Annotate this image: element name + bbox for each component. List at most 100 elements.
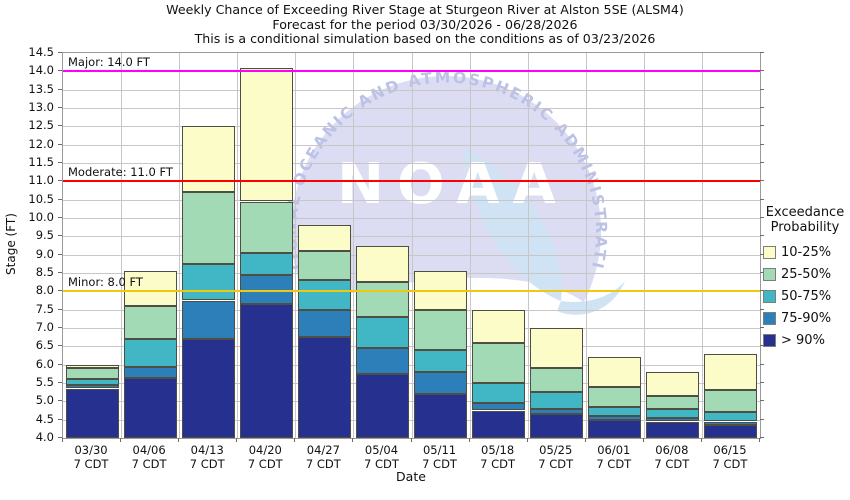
- threshold-label-major: Major: 14.0 FT: [68, 55, 150, 70]
- y-tick-label-5.0: 5.0: [35, 393, 54, 408]
- y-tick-right: [760, 180, 764, 182]
- bar-segment-04-06-90: [123, 377, 177, 438]
- y-tick-left: [58, 70, 62, 72]
- x-tick-label-time-04-13: 7 CDT: [189, 457, 225, 471]
- y-tick-left: [58, 327, 62, 328]
- y-tick-right: [760, 88, 764, 90]
- legend-swatch-90: [763, 333, 776, 347]
- x-tick-label-time-04-27: 7 CDT: [305, 457, 341, 471]
- bar-segment-05-11-50-75: [414, 350, 468, 372]
- bar-segment-06-08-75-90: [646, 417, 700, 422]
- bar-segment-05-04-90: [355, 373, 409, 438]
- v-gridline-7: [469, 53, 471, 438]
- y-tick-label-10.0: 10.0: [28, 210, 54, 224]
- x-tick: [62, 438, 63, 442]
- x-tick: [120, 438, 122, 442]
- y-tick-left: [58, 235, 62, 237]
- y-tick-label-5.5: 5.5: [35, 375, 54, 389]
- bar-segment-05-04-25-50: [355, 282, 409, 317]
- y-tick-right: [760, 418, 764, 420]
- y-tick-right: [760, 125, 764, 127]
- bar-segment-04-20-25-50: [239, 201, 293, 253]
- bar-segment-04-06-75-90: [123, 366, 177, 378]
- y-tick-left: [58, 290, 62, 292]
- y-tick-left: [58, 363, 62, 365]
- noaa-seagull-icon: [463, 148, 562, 301]
- threshold-line-minor: [63, 290, 760, 293]
- bar-segment-06-15-75-90: [704, 421, 758, 426]
- title-block: Weekly Chance of Exceeding River Stage a…: [0, 2, 850, 47]
- bar-segment-04-20-90: [239, 304, 293, 438]
- y-tick-left: [58, 125, 62, 127]
- y-tick-label-9.5: 9.5: [35, 228, 54, 243]
- y-tick-left: [58, 107, 62, 108]
- bar-segment-06-15-90: [704, 425, 758, 438]
- y-tick-right: [760, 272, 764, 273]
- threshold-line-moderate: [63, 180, 760, 183]
- x-tick-label-time-06-01: 7 CDT: [596, 457, 632, 471]
- y-tick-label-6.5: 6.5: [35, 338, 54, 353]
- bar-segment-05-11-90: [414, 394, 468, 438]
- y-tick-right: [760, 198, 764, 200]
- x-tick: [294, 438, 296, 442]
- y-tick-label-12.5: 12.5: [28, 118, 54, 133]
- bar-segment-04-27-10-25: [297, 225, 351, 251]
- y-tick-left: [58, 400, 62, 402]
- bar-segment-06-01-25-50: [588, 386, 642, 407]
- y-tick-left: [58, 143, 62, 145]
- y-tick-left: [58, 345, 62, 347]
- bar-segment-04-27-25-50: [297, 251, 351, 281]
- chart-subtitle-conditions: This is a conditional simulation based o…: [194, 31, 656, 46]
- y-tick-label-4.0: 4.0: [35, 430, 54, 444]
- x-tick-label-date-05-11: 05/11: [422, 443, 457, 457]
- legend-label: 50-75%: [781, 288, 832, 304]
- x-tick-label-date-04-27: 04/27: [306, 443, 340, 457]
- y-tick-left: [58, 437, 62, 438]
- v-gridline-8: [527, 53, 529, 438]
- bar-segment-06-08-10-25: [646, 372, 700, 396]
- y-tick-label-14.5: 14.5: [28, 45, 54, 59]
- legend-swatch-25-50: [763, 267, 776, 281]
- bar-segment-04-20-50-75: [239, 252, 293, 275]
- bar-segment-06-01-50-75: [588, 406, 642, 416]
- legend-title-line1: Exceedance: [765, 205, 845, 220]
- bar-segment-05-25-10-25: [530, 328, 584, 369]
- bar-segment-06-15-50-75: [704, 412, 758, 422]
- y-tick-label-11.5: 11.5: [28, 155, 54, 169]
- bar-segment-06-08-25-50: [646, 395, 700, 409]
- bar-segment-05-11-25-50: [414, 309, 468, 350]
- y-tick-left: [58, 180, 62, 182]
- x-tick-label-time-06-15: 7 CDT: [712, 457, 748, 471]
- y-tick-right: [760, 162, 764, 163]
- bar-segment-05-25-25-50: [530, 368, 584, 393]
- bar-segment-03-30-10-25: [65, 364, 119, 369]
- y-tick-right: [760, 217, 764, 218]
- bar-segment-03-30-75-90: [65, 384, 119, 389]
- legend-item-90: > 90%: [760, 329, 850, 351]
- y-tick-right: [760, 107, 764, 108]
- y-tick-left: [58, 382, 62, 383]
- x-tick: [468, 438, 470, 442]
- y-tick-label-13.0: 13.0: [28, 100, 54, 114]
- y-tick-left: [58, 253, 62, 255]
- legend-label: > 90%: [781, 332, 825, 348]
- x-tick-label-date-05-04: 05/04: [364, 443, 399, 457]
- bar-segment-06-08-90: [646, 421, 700, 438]
- y-tick-label-12.0: 12.0: [28, 136, 54, 151]
- x-axis-title: Date: [396, 469, 426, 484]
- y-tick-right: [760, 345, 764, 347]
- x-tick: [584, 438, 586, 442]
- legend-title: Exceedance Probability: [760, 205, 850, 235]
- bar-segment-04-13-10-25: [181, 126, 235, 193]
- legend: Exceedance Probability 10-25% 25-50% 50-75…: [760, 205, 850, 351]
- x-tick: [700, 438, 702, 442]
- x-tick-label-date-05-25: 05/25: [539, 443, 573, 457]
- y-tick-label-7.5: 7.5: [35, 301, 54, 316]
- bar-segment-06-15-10-25: [704, 353, 758, 391]
- bar-segment-05-04-10-25: [355, 245, 409, 283]
- x-tick-label-date-06-08: 06/08: [655, 443, 689, 457]
- y-tick-right: [760, 235, 764, 237]
- legend-item-50-75: 50-75%: [760, 285, 850, 307]
- watermark-noaa-text: NOAA: [337, 152, 569, 217]
